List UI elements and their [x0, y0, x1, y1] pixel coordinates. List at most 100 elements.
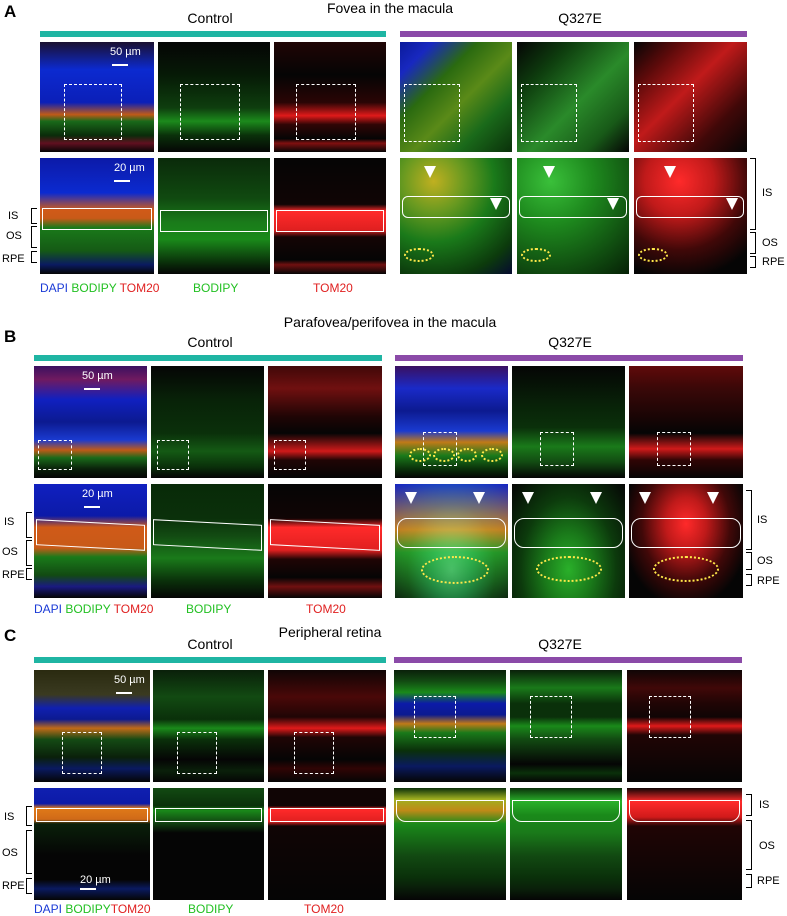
legend-bodipy: BODIPY	[65, 902, 111, 916]
legend-tom20-single: TOM20	[306, 602, 346, 616]
is-outline	[636, 196, 744, 218]
panel-b-legend: DAPI BODIPY TOM20	[34, 602, 153, 616]
label-rpe: RPE	[2, 253, 25, 265]
panel-c-control-merge-high: 20 µm	[34, 788, 150, 900]
os-ellipse	[653, 556, 719, 582]
os-ellipse	[421, 556, 489, 584]
panel-a-control-merge-high: 20 µm	[40, 158, 154, 274]
is-outline	[160, 210, 268, 232]
roi-box	[530, 696, 572, 738]
panel-a-letter: A	[4, 2, 17, 21]
is-outline	[276, 210, 384, 232]
label-is: IS	[757, 514, 768, 526]
panel-a-mutant-merge-high	[400, 158, 512, 274]
is-outline	[514, 518, 623, 548]
panel-c-control-bodipy-high	[153, 788, 264, 900]
panel-b-mutant-tom20-low	[629, 366, 743, 478]
bracket	[746, 552, 752, 570]
bracket	[746, 820, 752, 870]
is-outline	[42, 208, 152, 230]
label-is: IS	[8, 210, 19, 222]
is-outline	[512, 800, 620, 822]
panel-c-control-tom20-high	[268, 788, 386, 900]
label-is: IS	[759, 799, 770, 811]
bracket	[746, 794, 752, 816]
roi-box	[177, 732, 217, 774]
legend-bodipy-single: BODIPY	[188, 902, 234, 916]
bracket	[26, 878, 32, 894]
scale-bar-label: 20 µm	[114, 162, 145, 174]
scale-bar-label: 20 µm	[80, 874, 111, 886]
roi-box	[540, 432, 574, 466]
panel-a-mutant-title: Q327E	[558, 10, 602, 26]
panel-b-mutant-bodipy-low	[512, 366, 625, 478]
arrowhead-icon	[405, 492, 417, 504]
panel-a-control-bodipy-low	[158, 42, 270, 152]
os-ellipse	[409, 448, 431, 462]
bracket	[750, 158, 756, 230]
bracket	[26, 512, 32, 538]
panel-b-control-title: Control	[187, 334, 233, 350]
panel-b-control-tom20-high	[268, 484, 382, 598]
panel-b-mutant-title: Q327E	[548, 334, 592, 350]
panel-a-mutant-merge-low	[400, 42, 512, 152]
roi-box	[404, 84, 460, 142]
is-outline	[519, 196, 627, 218]
arrowhead-icon	[424, 166, 436, 178]
label-os: OS	[2, 847, 18, 859]
panel-a-control-tom20-high	[274, 158, 386, 274]
panel-c-mutant-tom20-high	[627, 788, 742, 900]
scale-bar	[84, 506, 100, 508]
panel-a-mutant-tom20-high	[634, 158, 747, 274]
panel-a-control-title: Control	[187, 10, 233, 26]
label-rpe: RPE	[2, 880, 25, 892]
panel-a-legend: DAPI BODIPY TOM20	[40, 281, 159, 295]
label-is: IS	[762, 187, 773, 199]
panel-c-legend: DAPI BODIPYTOM20	[34, 902, 151, 916]
scale-bar	[116, 692, 132, 694]
bracket	[26, 540, 32, 566]
panel-c-control-merge-low: 50 µm	[34, 670, 150, 782]
label-os: OS	[757, 555, 773, 567]
panel-b-control-merge-high: 20 µm	[34, 484, 147, 598]
panel-c-mutant-merge-high	[394, 788, 506, 900]
panel-c-title: Peripheral retina	[278, 624, 382, 640]
os-ellipse	[638, 248, 668, 262]
bracket	[26, 806, 32, 826]
is-outline	[155, 808, 262, 822]
panel-b-mutant-merge-low	[395, 366, 508, 478]
bracket	[31, 208, 37, 224]
os-ellipse	[457, 448, 477, 462]
label-os: OS	[6, 230, 22, 242]
panel-a-mutant-bar	[400, 31, 747, 37]
is-outline	[631, 518, 741, 548]
scale-bar	[84, 388, 100, 390]
label-rpe: RPE	[2, 569, 25, 581]
panel-a-title: Fovea in the macula	[326, 0, 454, 16]
panel-a-mutant-bodipy-low	[517, 42, 629, 152]
legend-dapi: DAPI	[34, 602, 63, 616]
panel-a-control-bodipy-high	[158, 158, 270, 274]
os-ellipse	[481, 448, 503, 462]
is-outline	[153, 519, 262, 551]
label-rpe: RPE	[762, 256, 785, 268]
label-os: OS	[759, 840, 775, 852]
roi-box	[649, 696, 691, 738]
panel-b-control-tom20-low	[268, 366, 382, 478]
panel-b-title: Parafovea/perifovea in the macula	[283, 314, 497, 330]
roi-box	[180, 84, 240, 140]
scale-bar-label: 50 µm	[114, 674, 145, 686]
arrowhead-icon	[707, 492, 719, 504]
is-outline	[270, 808, 384, 822]
roi-box	[157, 440, 189, 470]
panel-b-control-bodipy-low	[151, 366, 264, 478]
legend-tom20-single: TOM20	[313, 281, 353, 295]
legend-bodipy-single: BODIPY	[186, 602, 232, 616]
panel-b-mutant-merge-high	[395, 484, 508, 598]
panel-a-control-bar	[40, 31, 386, 37]
bracket	[750, 232, 756, 254]
scale-bar-label: 50 µm	[110, 46, 141, 58]
is-outline	[629, 800, 740, 822]
legend-tom20: TOM20	[113, 602, 154, 616]
legend-bodipy: BODIPY	[71, 281, 117, 295]
